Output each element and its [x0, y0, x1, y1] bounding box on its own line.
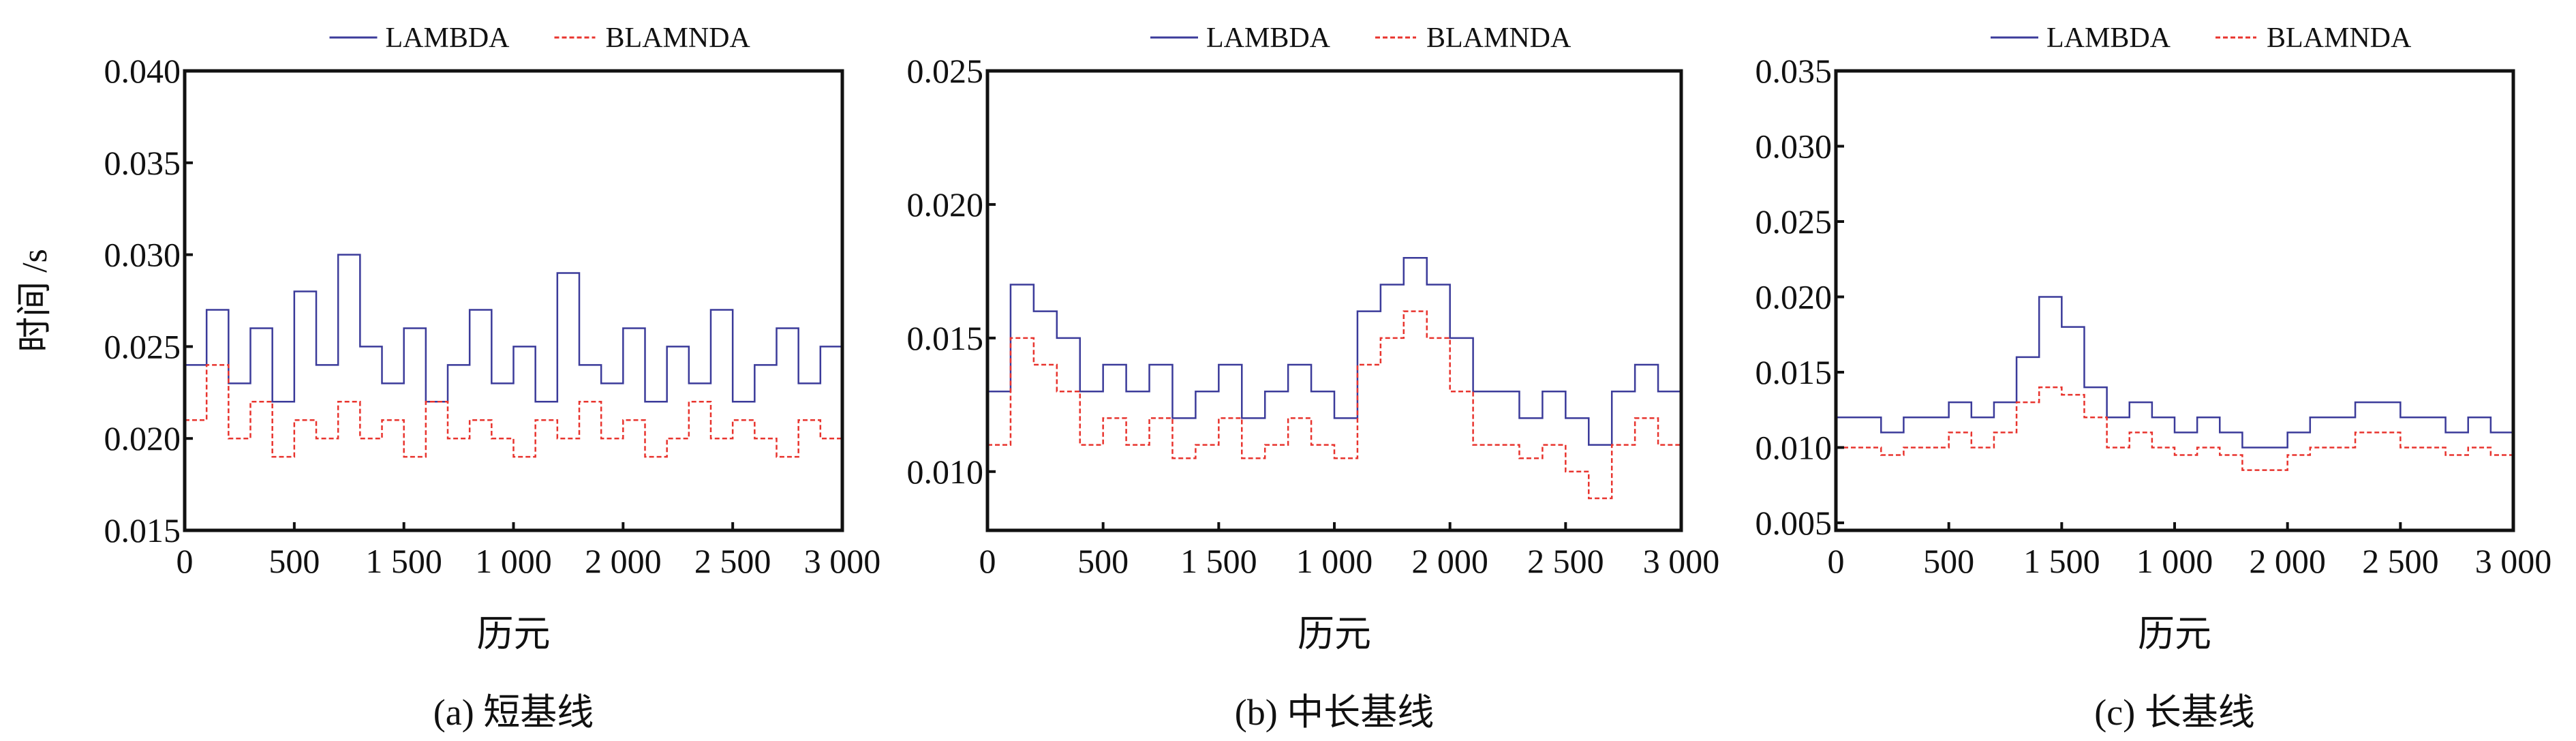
y-tick-label: 0.020 [104, 419, 181, 457]
y-tick-label: 0.040 [104, 52, 181, 90]
y-tick-label: 0.035 [104, 144, 181, 182]
series-line-blamnda [1836, 386, 2513, 471]
caption: (a) 短基线 [433, 692, 594, 733]
x-tick-label: 3 000 [1643, 542, 1720, 580]
chart-a: 0.015 0.020 0.025 0.030 0.035 0.040 0 500 1 500 1… [16, 22, 880, 733]
x-tick-label: 500 [1923, 542, 1974, 580]
y-tick-label: 0.015 [907, 319, 984, 357]
legend-label-blamnda: BLAMNDA [2267, 22, 2412, 54]
x-tick-label: 500 [269, 542, 320, 580]
x-tick-label: 2 000 [585, 542, 662, 580]
series-line-blamnda [185, 364, 842, 458]
x-tick-label: 1 500 [365, 542, 442, 580]
legend-label-blamnda: BLAMNDA [606, 22, 751, 54]
x-tick-label: 1 000 [475, 542, 552, 580]
y-tick-label: 0.005 [1755, 504, 1833, 542]
x-tick-label: 2 000 [1411, 542, 1488, 580]
x-tick-label: 1 500 [2023, 542, 2100, 580]
x-tick-label: 0 [1828, 542, 1845, 580]
x-tick-label: 2 000 [2249, 542, 2326, 580]
series-line-blamnda [987, 310, 1681, 500]
y-tick-label: 0.025 [1755, 202, 1833, 241]
legend-label-lambda: LAMBDA [386, 22, 510, 54]
x-tick-label: 2 500 [694, 542, 771, 580]
caption: (b) 中长基线 [1235, 692, 1434, 733]
legend: LAMBDA BLAMNDA [1150, 22, 1571, 54]
y-tick-label: 0.015 [104, 511, 181, 549]
y-tick-label: 0.015 [1755, 353, 1833, 391]
x-tick-label: 2 500 [1527, 542, 1604, 580]
x-axis-label: 历元 [477, 614, 551, 654]
x-tick-label: 1 000 [1296, 542, 1373, 580]
plot-frame [1834, 69, 2515, 532]
legend-label-lambda: LAMBDA [1206, 22, 1331, 54]
legend: LAMBDA BLAMNDA [1991, 22, 2412, 54]
y-tick-label: 0.020 [1755, 277, 1833, 316]
x-tick-label: 3 000 [2475, 542, 2552, 580]
y-tick-label: 0.010 [907, 453, 984, 491]
series-line-lambda [1836, 296, 2513, 449]
x-axis-label: 历元 [2138, 614, 2211, 654]
plot-frame [985, 69, 1683, 532]
series-line-lambda [185, 254, 842, 403]
x-tick-label: 1 000 [2136, 542, 2213, 580]
y-axis-label: 时间 /s [16, 249, 55, 352]
x-tick-label: 500 [1077, 542, 1129, 580]
caption: (c) 长基线 [2094, 692, 2254, 733]
chart-b: 0.010 0.015 0.020 0.025 0 500 1 500 1 000 2 000 2… [907, 22, 1720, 733]
y-tick-label: 0.030 [1755, 127, 1833, 165]
x-axis-label: 历元 [1298, 614, 1371, 654]
y-tick-label: 0.030 [104, 236, 181, 274]
x-tick-label: 0 [979, 542, 996, 580]
y-tick-label: 0.025 [104, 327, 181, 365]
x-tick-label: 3 000 [804, 542, 881, 580]
legend: LAMBDA BLAMNDA [329, 22, 751, 54]
x-tick-label: 2 500 [2362, 542, 2439, 580]
x-tick-label: 1 500 [1180, 542, 1257, 580]
y-tick-label: 0.010 [1755, 428, 1833, 466]
chart-c: 0.005 0.010 0.015 0.020 0.025 0.030 0.035 0 500 1… [1755, 22, 2552, 733]
y-tick-label: 0.020 [907, 185, 984, 224]
legend-label-lambda: LAMBDA [2046, 22, 2171, 54]
legend-label-blamnda: BLAMNDA [1426, 22, 1571, 54]
y-tick-label: 0.035 [1755, 52, 1833, 90]
y-tick-label: 0.025 [907, 52, 984, 90]
x-tick-label: 0 [177, 542, 194, 580]
series-line-lambda [987, 257, 1681, 446]
plot-frame [183, 69, 844, 532]
